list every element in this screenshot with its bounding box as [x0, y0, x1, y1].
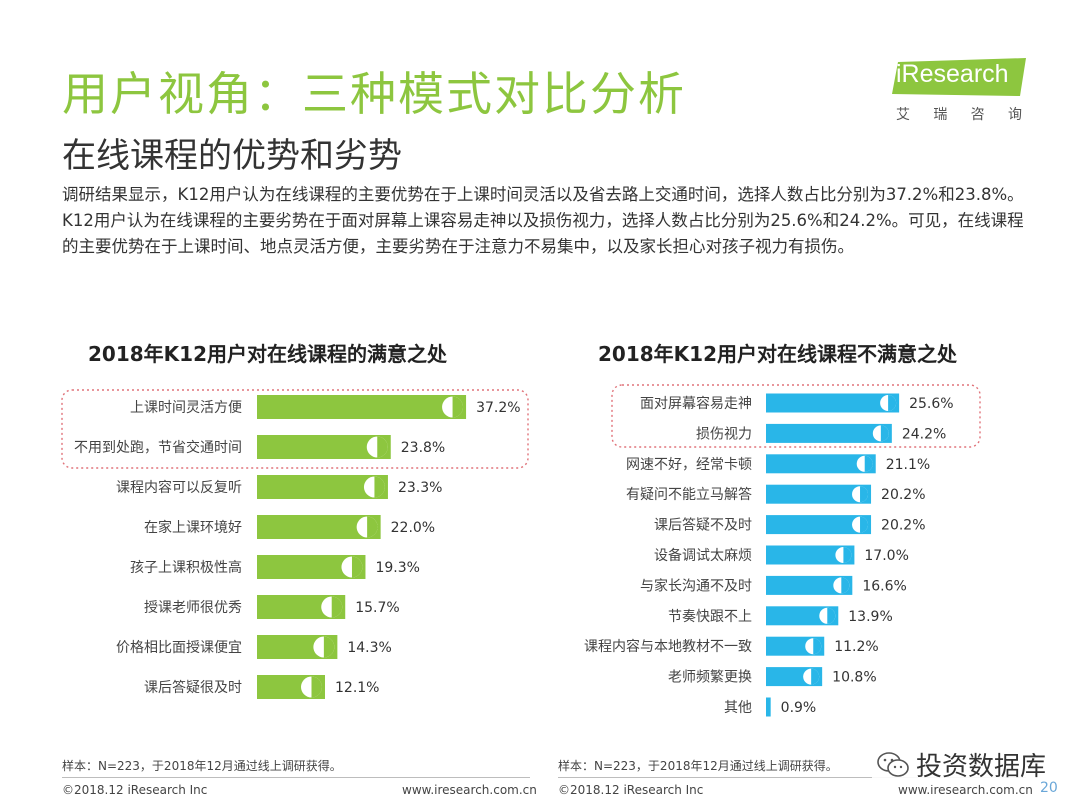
category-label: 在家上课环境好 [144, 519, 242, 536]
bar-cap-fill [843, 547, 852, 563]
logo-cn-char: 询 [1007, 107, 1022, 123]
bar-cap-fill [374, 476, 385, 498]
iresearch-logo: iResearch 艾 瑞 咨 询 [892, 58, 1032, 124]
logo-badge-icon [892, 58, 1026, 96]
bar-cap-fill [331, 596, 343, 618]
logo-cn-char: 艾 [896, 107, 910, 123]
category-label: 课后答疑不及时 [654, 517, 752, 534]
value-label: 14.3% [347, 640, 391, 656]
bar [766, 515, 872, 535]
bar-cap-fill [311, 676, 323, 698]
bar [766, 454, 876, 474]
category-label: 网速不好，经常卡顿 [626, 457, 752, 473]
page-number: 20 [1040, 780, 1058, 796]
value-label: 10.8% [832, 670, 876, 686]
value-label: 0.9% [781, 700, 817, 716]
logo-text: iResearch [896, 60, 1009, 88]
bar-cap-fill [841, 577, 850, 594]
value-label: 20.2% [881, 487, 925, 503]
wechat-watermark: 投资数据库 [872, 744, 1051, 785]
value-label: 23.3% [398, 480, 442, 496]
left-footnote: 样本：N=223，于2018年12月通过线上调研获得。 [62, 759, 342, 773]
logo-cn-char: 瑞 [933, 107, 948, 123]
left-divider [62, 777, 530, 778]
bar [257, 395, 467, 419]
category-label: 授课老师很优秀 [144, 600, 242, 616]
summary-paragraph: 调研结果显示，K12用户认为在线课程的主要优势在于上课时间灵活以及省去路上交通时… [62, 185, 1024, 256]
bar [766, 606, 839, 626]
bar-cap-fill [811, 668, 820, 685]
bar [766, 697, 771, 717]
right-divider [558, 777, 1026, 778]
category-label: 孩子上课积极性高 [130, 559, 242, 576]
value-label: 11.2% [834, 639, 878, 655]
value-label: 20.2% [881, 518, 925, 534]
right-website: www.iresearch.com.cn [898, 783, 1033, 797]
category-label: 设备调试太麻烦 [654, 547, 752, 564]
value-label: 12.1% [335, 680, 379, 696]
category-label: 课程内容可以反复听 [116, 479, 242, 496]
highlight-box [61, 389, 529, 469]
value-label: 13.9% [848, 609, 892, 625]
right-copyright: ©2018.12 iResearch Inc [558, 783, 704, 797]
bar-cap-fill [880, 425, 889, 442]
wechat-icon [877, 751, 909, 777]
value-label: 22.0% [391, 520, 435, 536]
right-chart-title: 2018年K12用户对在线课程不满意之处 [598, 342, 957, 366]
category-label: 损伤视力 [696, 426, 752, 442]
right-footnote: 样本：N=223，于2018年12月通过线上调研获得。 [558, 759, 838, 773]
value-label: 15.7% [355, 600, 399, 616]
bar-cap-fill [864, 455, 873, 472]
category-label: 课程内容与本地教材不一致 [584, 638, 752, 655]
value-label: 21.1% [886, 457, 930, 473]
value-label: 25.6% [909, 396, 953, 412]
bar-cap-fill [452, 396, 464, 418]
category-label: 面对屏幕容易走神 [640, 395, 752, 412]
value-label: 37.2% [476, 400, 520, 416]
left-chart-title: 2018年K12用户对在线课程的满意之处 [88, 342, 447, 366]
left-website: www.iresearch.com.cn [402, 783, 537, 797]
value-label: 23.8% [401, 440, 445, 456]
category-label: 老师频繁更换 [668, 669, 752, 686]
bar [766, 545, 855, 565]
bar-cap-fill [813, 638, 822, 655]
bar-cap-fill [860, 516, 869, 533]
category-label: 不用到处跑，节省交通时间 [74, 439, 242, 456]
bar-cap-fill [860, 486, 869, 503]
bar [766, 484, 872, 504]
value-label: 16.6% [862, 578, 906, 594]
logo-cn: 艾 瑞 咨 询 [892, 104, 1026, 124]
category-label: 价格相比面授课便宜 [116, 640, 242, 656]
bar-cap-fill [888, 395, 897, 411]
value-label: 19.3% [375, 560, 419, 576]
watermark-text: 投资数据库 [916, 752, 1047, 782]
bar [766, 423, 892, 443]
category-label: 课后答疑很及时 [144, 679, 242, 696]
category-label: 有疑问不能立马解答 [626, 486, 752, 503]
page-title: 用户视角：三种模式对比分析 [62, 67, 686, 121]
highlight-box [611, 384, 981, 448]
value-label: 17.0% [864, 548, 908, 564]
bar [766, 393, 900, 413]
category-label: 上课时间灵活方便 [130, 400, 242, 416]
value-label: 24.2% [902, 426, 946, 442]
category-label: 其他 [724, 700, 752, 716]
bar-cap-fill [323, 636, 335, 658]
bar-cap-fill [351, 556, 363, 578]
bar-cap-fill [367, 516, 378, 538]
category-label: 与家长沟通不及时 [640, 577, 752, 594]
left-copyright: ©2018.12 iResearch Inc [62, 783, 208, 797]
page-subtitle: 在线课程的优势和劣势 [62, 136, 402, 176]
bar [766, 575, 853, 595]
logo-cn-char: 咨 [970, 107, 985, 123]
bar-cap-fill [827, 607, 836, 624]
bar-cap-fill [377, 436, 388, 458]
category-label: 节奏快跟不上 [668, 609, 752, 625]
